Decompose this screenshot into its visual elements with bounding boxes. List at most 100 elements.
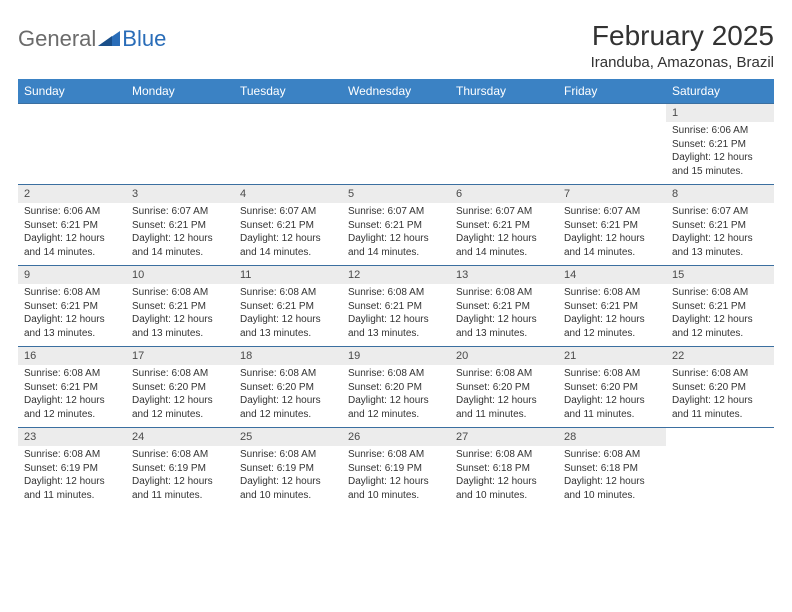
day-number-cell: 21 [558, 347, 666, 366]
sunset-text: Sunset: 6:21 PM [564, 300, 660, 314]
daylight-text: Daylight: 12 hours and 13 minutes. [672, 232, 768, 259]
daylight-text: Daylight: 12 hours and 14 minutes. [456, 232, 552, 259]
day-number-cell [666, 428, 774, 447]
day-content-cell [18, 122, 126, 185]
weekday-header-row: SundayMondayTuesdayWednesdayThursdayFrid… [18, 79, 774, 104]
sunset-text: Sunset: 6:20 PM [672, 381, 768, 395]
day-number-row: 9101112131415 [18, 266, 774, 285]
day-number-cell: 15 [666, 266, 774, 285]
day-number-cell: 28 [558, 428, 666, 447]
sunrise-text: Sunrise: 6:08 AM [132, 448, 228, 462]
sunset-text: Sunset: 6:21 PM [240, 219, 336, 233]
day-content-cell: Sunrise: 6:08 AMSunset: 6:20 PMDaylight:… [558, 365, 666, 428]
day-content-cell: Sunrise: 6:08 AMSunset: 6:21 PMDaylight:… [18, 365, 126, 428]
sunrise-text: Sunrise: 6:08 AM [348, 448, 444, 462]
day-content-row: Sunrise: 6:08 AMSunset: 6:19 PMDaylight:… [18, 446, 774, 508]
sunset-text: Sunset: 6:18 PM [564, 462, 660, 476]
sunset-text: Sunset: 6:21 PM [240, 300, 336, 314]
daylight-text: Daylight: 12 hours and 11 minutes. [564, 394, 660, 421]
weekday-header: Tuesday [234, 79, 342, 104]
day-number-cell [234, 104, 342, 123]
day-number-cell: 20 [450, 347, 558, 366]
day-content-cell: Sunrise: 6:08 AMSunset: 6:20 PMDaylight:… [234, 365, 342, 428]
daylight-text: Daylight: 12 hours and 13 minutes. [456, 313, 552, 340]
weekday-header: Monday [126, 79, 234, 104]
day-number-cell: 13 [450, 266, 558, 285]
sunrise-text: Sunrise: 6:08 AM [456, 448, 552, 462]
logo-text-general: General [18, 26, 96, 52]
day-content-cell [450, 122, 558, 185]
day-number-cell [450, 104, 558, 123]
day-content-row: Sunrise: 6:06 AMSunset: 6:21 PMDaylight:… [18, 122, 774, 185]
sunrise-text: Sunrise: 6:07 AM [564, 205, 660, 219]
daylight-text: Daylight: 12 hours and 14 minutes. [564, 232, 660, 259]
day-content-cell: Sunrise: 6:08 AMSunset: 6:20 PMDaylight:… [342, 365, 450, 428]
daylight-text: Daylight: 12 hours and 12 minutes. [348, 394, 444, 421]
daylight-text: Daylight: 12 hours and 12 minutes. [132, 394, 228, 421]
day-number-cell: 6 [450, 185, 558, 204]
daylight-text: Daylight: 12 hours and 11 minutes. [456, 394, 552, 421]
day-content-cell: Sunrise: 6:07 AMSunset: 6:21 PMDaylight:… [342, 203, 450, 266]
sunrise-text: Sunrise: 6:08 AM [240, 286, 336, 300]
sunset-text: Sunset: 6:21 PM [24, 381, 120, 395]
sunrise-text: Sunrise: 6:08 AM [564, 286, 660, 300]
day-content-cell: Sunrise: 6:08 AMSunset: 6:21 PMDaylight:… [18, 284, 126, 347]
day-number-cell: 16 [18, 347, 126, 366]
sunrise-text: Sunrise: 6:08 AM [564, 448, 660, 462]
day-content-cell [342, 122, 450, 185]
sunset-text: Sunset: 6:20 PM [564, 381, 660, 395]
sunrise-text: Sunrise: 6:08 AM [348, 286, 444, 300]
sunrise-text: Sunrise: 6:08 AM [348, 367, 444, 381]
sunrise-text: Sunrise: 6:08 AM [24, 448, 120, 462]
day-number-cell: 25 [234, 428, 342, 447]
sunrise-text: Sunrise: 6:08 AM [240, 448, 336, 462]
day-number-cell: 24 [126, 428, 234, 447]
calendar-page: General Blue February 2025 Iranduba, Ama… [0, 0, 792, 518]
day-content-row: Sunrise: 6:08 AMSunset: 6:21 PMDaylight:… [18, 284, 774, 347]
sunrise-text: Sunrise: 6:06 AM [24, 205, 120, 219]
day-content-cell: Sunrise: 6:08 AMSunset: 6:20 PMDaylight:… [666, 365, 774, 428]
day-content-cell: Sunrise: 6:08 AMSunset: 6:19 PMDaylight:… [342, 446, 450, 508]
sunset-text: Sunset: 6:21 PM [24, 219, 120, 233]
sunrise-text: Sunrise: 6:08 AM [672, 286, 768, 300]
daylight-text: Daylight: 12 hours and 12 minutes. [240, 394, 336, 421]
sunset-text: Sunset: 6:20 PM [456, 381, 552, 395]
sunrise-text: Sunrise: 6:08 AM [132, 367, 228, 381]
day-number-cell: 18 [234, 347, 342, 366]
day-number-cell: 2 [18, 185, 126, 204]
day-content-cell: Sunrise: 6:06 AMSunset: 6:21 PMDaylight:… [666, 122, 774, 185]
calendar-table: SundayMondayTuesdayWednesdayThursdayFrid… [18, 79, 774, 508]
day-content-cell: Sunrise: 6:08 AMSunset: 6:18 PMDaylight:… [450, 446, 558, 508]
day-number-cell: 1 [666, 104, 774, 123]
daylight-text: Daylight: 12 hours and 12 minutes. [564, 313, 660, 340]
day-number-cell [558, 104, 666, 123]
day-content-cell: Sunrise: 6:08 AMSunset: 6:19 PMDaylight:… [126, 446, 234, 508]
sunrise-text: Sunrise: 6:08 AM [672, 367, 768, 381]
day-content-cell: Sunrise: 6:07 AMSunset: 6:21 PMDaylight:… [450, 203, 558, 266]
day-number-cell: 17 [126, 347, 234, 366]
daylight-text: Daylight: 12 hours and 11 minutes. [132, 475, 228, 502]
weekday-header: Friday [558, 79, 666, 104]
sunrise-text: Sunrise: 6:07 AM [348, 205, 444, 219]
day-content-cell: Sunrise: 6:08 AMSunset: 6:21 PMDaylight:… [450, 284, 558, 347]
day-content-cell: Sunrise: 6:08 AMSunset: 6:20 PMDaylight:… [126, 365, 234, 428]
sunrise-text: Sunrise: 6:08 AM [240, 367, 336, 381]
page-header: General Blue February 2025 Iranduba, Ama… [18, 20, 774, 71]
daylight-text: Daylight: 12 hours and 11 minutes. [672, 394, 768, 421]
day-number-cell: 19 [342, 347, 450, 366]
weekday-header: Wednesday [342, 79, 450, 104]
day-number-cell [126, 104, 234, 123]
day-content-cell: Sunrise: 6:08 AMSunset: 6:21 PMDaylight:… [234, 284, 342, 347]
sunset-text: Sunset: 6:21 PM [132, 300, 228, 314]
sunrise-text: Sunrise: 6:07 AM [672, 205, 768, 219]
sunset-text: Sunset: 6:19 PM [132, 462, 228, 476]
daylight-text: Daylight: 12 hours and 13 minutes. [24, 313, 120, 340]
day-content-cell: Sunrise: 6:07 AMSunset: 6:21 PMDaylight:… [126, 203, 234, 266]
sunset-text: Sunset: 6:20 PM [348, 381, 444, 395]
day-number-cell: 11 [234, 266, 342, 285]
day-content-row: Sunrise: 6:06 AMSunset: 6:21 PMDaylight:… [18, 203, 774, 266]
day-content-cell: Sunrise: 6:08 AMSunset: 6:20 PMDaylight:… [450, 365, 558, 428]
daylight-text: Daylight: 12 hours and 13 minutes. [348, 313, 444, 340]
daylight-text: Daylight: 12 hours and 14 minutes. [132, 232, 228, 259]
day-number-cell: 22 [666, 347, 774, 366]
